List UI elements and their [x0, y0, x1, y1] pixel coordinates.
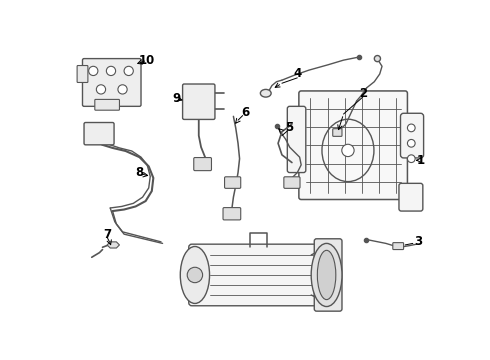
FancyBboxPatch shape — [224, 177, 241, 188]
FancyBboxPatch shape — [183, 84, 215, 120]
Ellipse shape — [180, 247, 210, 303]
Text: 5: 5 — [286, 121, 294, 134]
FancyBboxPatch shape — [399, 183, 423, 211]
FancyBboxPatch shape — [299, 91, 408, 199]
Text: 7: 7 — [103, 228, 111, 240]
Circle shape — [118, 85, 127, 94]
Text: 8: 8 — [135, 166, 144, 179]
Circle shape — [124, 66, 133, 76]
Ellipse shape — [311, 243, 342, 306]
FancyBboxPatch shape — [333, 129, 342, 136]
FancyBboxPatch shape — [284, 177, 300, 188]
FancyBboxPatch shape — [194, 158, 212, 171]
Text: 9: 9 — [172, 92, 180, 105]
FancyBboxPatch shape — [393, 243, 404, 249]
Ellipse shape — [318, 250, 336, 300]
FancyBboxPatch shape — [95, 99, 120, 110]
Circle shape — [187, 267, 203, 283]
FancyBboxPatch shape — [287, 106, 306, 172]
Text: 1: 1 — [416, 154, 425, 167]
Circle shape — [342, 144, 354, 157]
Text: 2: 2 — [359, 87, 367, 100]
Ellipse shape — [260, 89, 271, 97]
Polygon shape — [107, 242, 120, 248]
FancyBboxPatch shape — [400, 113, 423, 158]
FancyBboxPatch shape — [314, 239, 342, 311]
Circle shape — [407, 155, 415, 163]
Text: 10: 10 — [139, 54, 155, 67]
FancyBboxPatch shape — [77, 66, 88, 82]
Circle shape — [89, 66, 98, 76]
Text: 4: 4 — [293, 67, 301, 81]
FancyBboxPatch shape — [223, 208, 241, 220]
Circle shape — [374, 55, 381, 62]
Circle shape — [407, 124, 415, 132]
Text: 3: 3 — [414, 235, 422, 248]
FancyBboxPatch shape — [189, 244, 330, 306]
FancyBboxPatch shape — [84, 122, 114, 145]
Circle shape — [106, 66, 116, 76]
Text: 6: 6 — [242, 106, 250, 119]
FancyBboxPatch shape — [82, 59, 141, 106]
Circle shape — [407, 139, 415, 147]
Circle shape — [97, 85, 106, 94]
